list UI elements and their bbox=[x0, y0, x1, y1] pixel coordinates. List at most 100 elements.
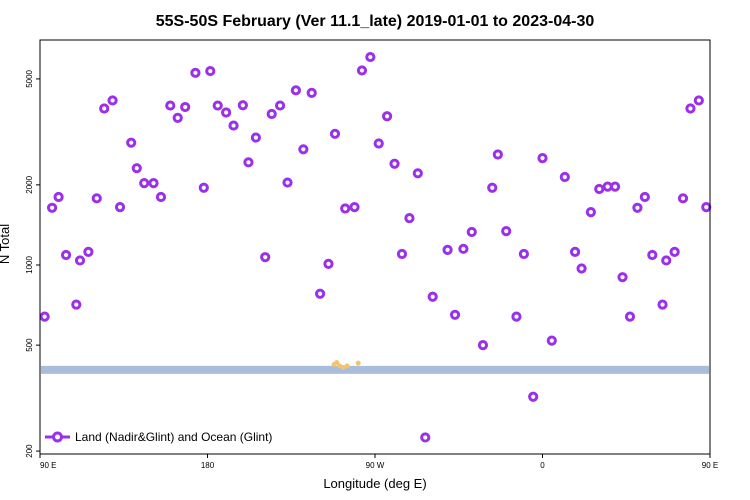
data-point bbox=[389, 158, 400, 169]
data-point bbox=[492, 149, 503, 160]
data-point bbox=[323, 258, 334, 269]
data-point bbox=[373, 138, 384, 149]
data-point bbox=[412, 168, 423, 179]
data-point bbox=[356, 65, 368, 76]
data-point bbox=[477, 340, 489, 351]
x-axis-label: Longitude (deg E) bbox=[323, 476, 426, 491]
data-point bbox=[594, 183, 605, 195]
data-point bbox=[46, 202, 58, 213]
data-point bbox=[243, 157, 254, 168]
data-point bbox=[657, 299, 668, 310]
x-tick-label: 180 bbox=[201, 461, 215, 470]
data-point bbox=[114, 201, 126, 213]
data-point bbox=[420, 432, 431, 443]
overlay-point bbox=[355, 360, 361, 366]
data-point bbox=[266, 108, 277, 120]
overlay-point bbox=[344, 363, 350, 369]
data-point bbox=[546, 335, 557, 346]
data-point bbox=[205, 65, 216, 77]
data-point bbox=[617, 272, 628, 283]
data-point bbox=[518, 248, 529, 260]
data-point bbox=[349, 201, 360, 213]
data-point bbox=[639, 191, 650, 203]
data-point bbox=[569, 246, 581, 257]
data-point bbox=[487, 182, 498, 193]
data-point bbox=[107, 95, 118, 106]
data-point bbox=[669, 246, 680, 257]
data-point bbox=[609, 181, 621, 192]
overlay-point bbox=[337, 363, 343, 369]
legend-marker bbox=[52, 431, 63, 443]
data-point bbox=[458, 243, 469, 254]
plot-frame bbox=[39, 39, 711, 455]
data-point bbox=[139, 178, 150, 189]
y-tick-label: 2000 bbox=[25, 175, 34, 193]
data-point bbox=[190, 67, 201, 78]
data-point bbox=[677, 193, 689, 204]
data-point bbox=[449, 309, 461, 320]
data-point bbox=[661, 255, 672, 266]
data-point bbox=[221, 107, 232, 118]
data-point bbox=[260, 252, 271, 263]
legend: Land (Nadir&Glint) and Ocean (Glint) bbox=[45, 430, 272, 444]
data-point bbox=[165, 100, 176, 111]
data-point bbox=[528, 391, 539, 402]
data-point bbox=[250, 132, 261, 143]
overlay-band bbox=[41, 365, 709, 374]
chart-title: 55S-50S February (Ver 11.1_late) 2019-01… bbox=[156, 13, 595, 30]
data-point bbox=[172, 112, 183, 123]
data-point bbox=[83, 246, 94, 257]
overlay-point bbox=[340, 365, 346, 371]
data-point bbox=[99, 103, 110, 114]
data-point bbox=[198, 182, 209, 193]
data-point bbox=[298, 144, 309, 155]
data-point bbox=[60, 249, 72, 261]
data-point bbox=[585, 207, 596, 218]
data-point bbox=[576, 263, 587, 274]
data-point bbox=[148, 178, 159, 189]
data-point bbox=[237, 100, 248, 111]
data-point bbox=[365, 51, 376, 63]
data-point bbox=[180, 101, 191, 113]
data-point bbox=[340, 203, 351, 214]
data-point bbox=[131, 163, 142, 174]
overlay-point bbox=[334, 360, 340, 366]
data-point bbox=[466, 226, 477, 238]
data-point bbox=[306, 87, 317, 98]
plot-area bbox=[39, 51, 712, 443]
x-tick-label: 90 E bbox=[702, 461, 718, 470]
data-point bbox=[314, 288, 326, 299]
data-point bbox=[155, 191, 167, 203]
data-point bbox=[381, 111, 393, 122]
x-tick-label: 0 bbox=[540, 461, 545, 470]
data-point bbox=[53, 191, 64, 203]
data-point bbox=[91, 193, 102, 204]
x-tick-label: 90 W bbox=[366, 461, 385, 470]
data-point bbox=[693, 95, 704, 106]
y-tick-label: 500 bbox=[25, 338, 34, 352]
data-point bbox=[559, 171, 570, 183]
data-point bbox=[442, 244, 453, 255]
y-axis-label: N Total bbox=[0, 224, 12, 264]
data-point bbox=[228, 120, 239, 131]
x-tick-label: 90 E bbox=[40, 461, 56, 470]
y-tick-label: 1000 bbox=[25, 256, 34, 274]
data-point bbox=[624, 311, 636, 322]
data-point bbox=[537, 153, 548, 164]
data-point bbox=[632, 202, 643, 213]
data-point bbox=[501, 226, 512, 237]
data-point bbox=[126, 137, 137, 148]
y-tick-label: 5000 bbox=[25, 69, 34, 87]
data-point bbox=[701, 201, 712, 213]
data-point bbox=[74, 255, 86, 266]
data-point bbox=[274, 100, 286, 111]
data-point bbox=[212, 100, 223, 111]
data-point bbox=[329, 128, 341, 139]
data-point bbox=[71, 299, 82, 310]
data-point bbox=[427, 291, 438, 302]
data-point bbox=[290, 85, 302, 96]
y-tick-label: 200 bbox=[25, 444, 34, 458]
legend-label: Land (Nadir&Glint) and Ocean (Glint) bbox=[75, 430, 272, 444]
